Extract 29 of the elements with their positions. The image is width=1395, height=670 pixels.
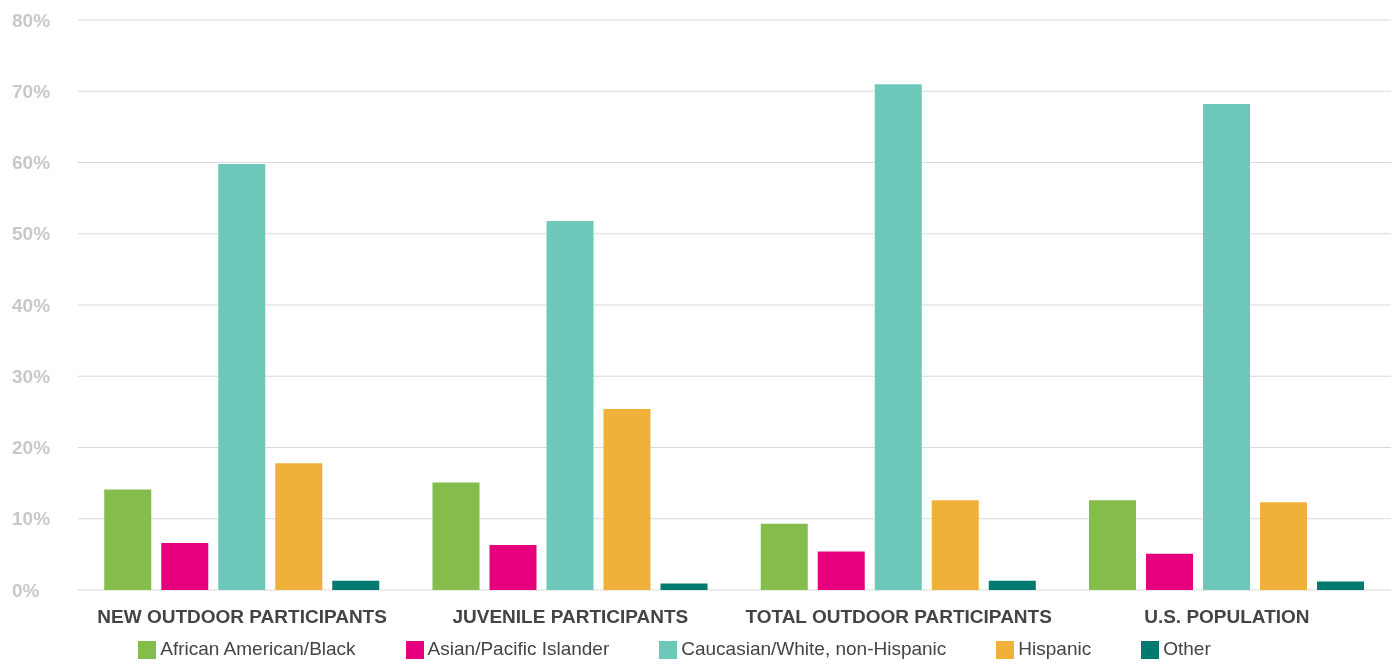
x-tick-label: U.S. POPULATION — [1144, 606, 1310, 628]
legend-label: Asian/Pacific Islander — [427, 638, 610, 659]
legend-label: Other — [1163, 638, 1211, 659]
bar — [817, 551, 865, 590]
bar — [332, 580, 380, 590]
bar — [988, 580, 1036, 590]
bar — [1317, 581, 1365, 590]
bar — [432, 482, 480, 590]
legend-label: Hispanic — [1018, 638, 1092, 659]
legend-label: Caucasian/White, non-Hispanic — [681, 638, 947, 659]
bar — [1260, 502, 1308, 590]
bar — [1089, 500, 1137, 590]
legend-label: African American/Black — [160, 638, 356, 659]
bar — [931, 500, 979, 590]
bar — [489, 545, 537, 590]
bar — [1203, 104, 1251, 590]
bar — [161, 542, 209, 590]
bar — [874, 84, 922, 590]
bar — [275, 463, 323, 590]
bar — [660, 583, 708, 590]
bar — [104, 489, 152, 590]
bar — [760, 523, 808, 590]
x-tick-label: NEW OUTDOOR PARTICIPANTS — [97, 606, 387, 628]
bar — [603, 409, 651, 590]
x-tick-label: JUVENILE PARTICIPANTS — [452, 606, 689, 628]
x-tick-label: TOTAL OUTDOOR PARTICIPANTS — [745, 606, 1052, 628]
bar — [1146, 553, 1194, 590]
bar — [218, 163, 266, 590]
bar — [546, 220, 594, 590]
